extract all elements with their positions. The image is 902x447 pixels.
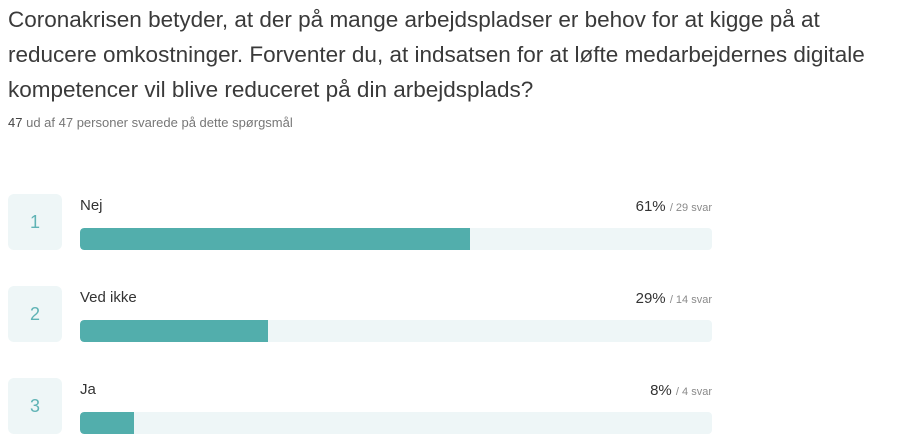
option-answer-count: / 14 svar bbox=[669, 294, 712, 306]
respondents-text: ud af 47 personer svarede på dette spørg… bbox=[26, 115, 293, 130]
option-label: Ved ikke bbox=[80, 289, 137, 306]
option-label: Nej bbox=[80, 197, 103, 214]
result-bar-track bbox=[80, 320, 712, 342]
result-bar-track bbox=[80, 228, 712, 250]
option-number-badge: 2 bbox=[8, 286, 62, 342]
result-bar-fill bbox=[80, 228, 470, 250]
option-stats: 61% / 29 svar bbox=[636, 198, 712, 215]
respondents-summary: 47 ud af 47 personer svarede på dette sp… bbox=[8, 115, 293, 130]
option-percent: 61% bbox=[635, 198, 666, 215]
option-percent: 8% bbox=[650, 382, 672, 399]
option-stats: 29% / 14 svar bbox=[636, 290, 712, 307]
option-percent: 29% bbox=[635, 290, 666, 307]
result-bar-fill bbox=[80, 320, 269, 342]
option-answer-count: / 29 svar bbox=[669, 202, 712, 214]
result-bar-track bbox=[80, 412, 712, 434]
option-label: Ja bbox=[80, 381, 96, 398]
option-number-badge: 1 bbox=[8, 194, 62, 250]
option-number-badge: 3 bbox=[8, 378, 62, 434]
answer-option: 1 Nej 61% / 29 svar bbox=[8, 194, 718, 250]
result-bar-fill bbox=[80, 412, 134, 434]
option-stats: 8% / 4 svar bbox=[650, 382, 712, 399]
answer-option: 3 Ja 8% / 4 svar bbox=[8, 378, 718, 434]
option-answer-count: / 4 svar bbox=[675, 386, 712, 398]
respondents-count: 47 bbox=[8, 115, 23, 130]
answer-option: 2 Ved ikke 29% / 14 svar bbox=[8, 286, 718, 342]
question-title: Coronakrisen betyder, at der på mange ar… bbox=[8, 7, 865, 102]
